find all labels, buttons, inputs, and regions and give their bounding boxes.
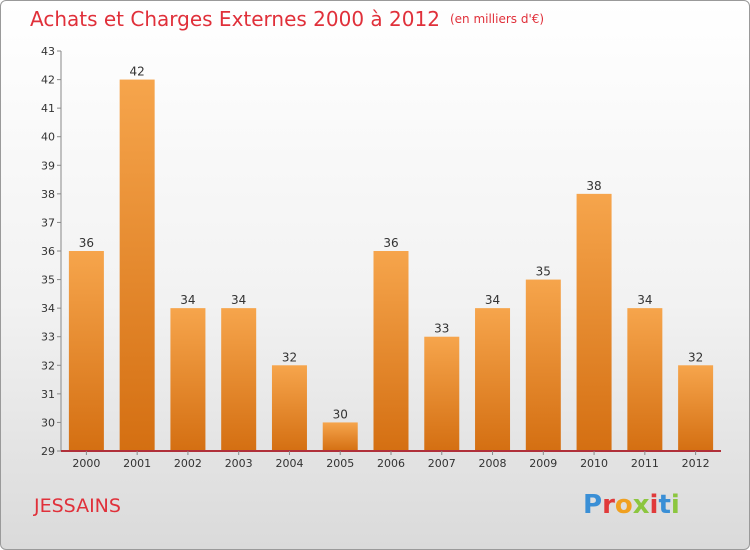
- bar: [678, 365, 714, 451]
- x-tick-label: 2002: [174, 457, 202, 470]
- x-tick-label: 2001: [123, 457, 151, 470]
- x-tick-label: 2011: [631, 457, 659, 470]
- chart-title-unit: (en milliers d'€): [449, 12, 545, 26]
- bar: [475, 308, 511, 451]
- x-tick-label: 2012: [682, 457, 710, 470]
- bar-value-label: 34: [180, 293, 195, 307]
- bar-value-label: 34: [485, 293, 500, 307]
- logo-letter: o: [614, 490, 633, 520]
- logo-letter: i: [670, 490, 680, 520]
- proxiti-logo: Proxiti: [583, 490, 680, 520]
- bar: [68, 251, 104, 451]
- chart-title: Achats et Charges Externes 2000 à 2012 (e…: [30, 7, 544, 31]
- bar-value-label: 32: [282, 350, 297, 364]
- bar: [424, 336, 460, 451]
- x-tick-label: 2003: [225, 457, 253, 470]
- y-tick-label: 41: [41, 102, 55, 115]
- bar-value-label: 42: [130, 65, 145, 79]
- x-tick-label: 2000: [72, 457, 100, 470]
- x-tick-label: 2007: [428, 457, 456, 470]
- logo-letter: x: [632, 490, 650, 520]
- x-axis: 2000 2001 2002 2003 2004 2005 2006 2007 2008 2009…: [61, 450, 721, 470]
- x-tick-label: 2005: [326, 457, 354, 470]
- bar-value-label: 36: [79, 236, 94, 250]
- y-tick-label: 34: [41, 302, 55, 315]
- bar-value-label: 32: [688, 350, 703, 364]
- y-tick-label: 35: [41, 274, 55, 287]
- y-tick-label: 40: [41, 131, 55, 144]
- bar-value-label: 34: [637, 293, 652, 307]
- y-tick-label: 29: [41, 445, 55, 458]
- bar-value-label: 38: [586, 179, 601, 193]
- commune-name: JESSAINS: [34, 495, 121, 517]
- bar: [576, 193, 612, 451]
- bars: 36 42 34 34 32 30 36 33 34 35 38 34 32: [68, 65, 714, 452]
- x-tick-label: 2010: [580, 457, 608, 470]
- bar: [525, 279, 561, 451]
- logo-letter: t: [658, 490, 671, 520]
- y-tick-label: 37: [41, 216, 55, 229]
- bar-value-label: 33: [434, 322, 449, 336]
- x-tick-label: 2008: [479, 457, 507, 470]
- bar: [627, 308, 663, 451]
- bar: [221, 308, 257, 451]
- logo-letter: i: [649, 490, 659, 520]
- y-tick-label: 36: [41, 245, 55, 258]
- bar-value-label: 30: [333, 407, 348, 421]
- y-tick-label: 39: [41, 159, 55, 172]
- bar: [373, 251, 409, 451]
- bar-value-label: 34: [231, 293, 246, 307]
- logo-letter: P: [583, 490, 603, 520]
- logo-letter: r: [602, 490, 615, 520]
- y-tick-label: 42: [41, 74, 55, 87]
- bar: [170, 308, 206, 451]
- chart-title-main: Achats et Charges Externes 2000 à 2012: [30, 7, 440, 31]
- y-axis: 29 30 31 32 33 34 35 36 37 38 39 40 41 42 43: [41, 45, 62, 458]
- bar: [271, 365, 307, 451]
- bar: [322, 422, 358, 451]
- x-tick-label: 2004: [275, 457, 303, 470]
- bar-value-label: 36: [383, 236, 398, 250]
- y-tick-label: 32: [41, 359, 55, 372]
- y-tick-label: 30: [41, 416, 55, 429]
- bar-value-label: 35: [536, 265, 551, 279]
- y-tick-label: 43: [41, 45, 55, 58]
- y-tick-label: 33: [41, 331, 55, 344]
- bar: [119, 79, 155, 452]
- y-tick-label: 38: [41, 188, 55, 201]
- x-tick-label: 2006: [377, 457, 405, 470]
- x-tick-label: 2009: [529, 457, 557, 470]
- y-tick-label: 31: [41, 388, 55, 401]
